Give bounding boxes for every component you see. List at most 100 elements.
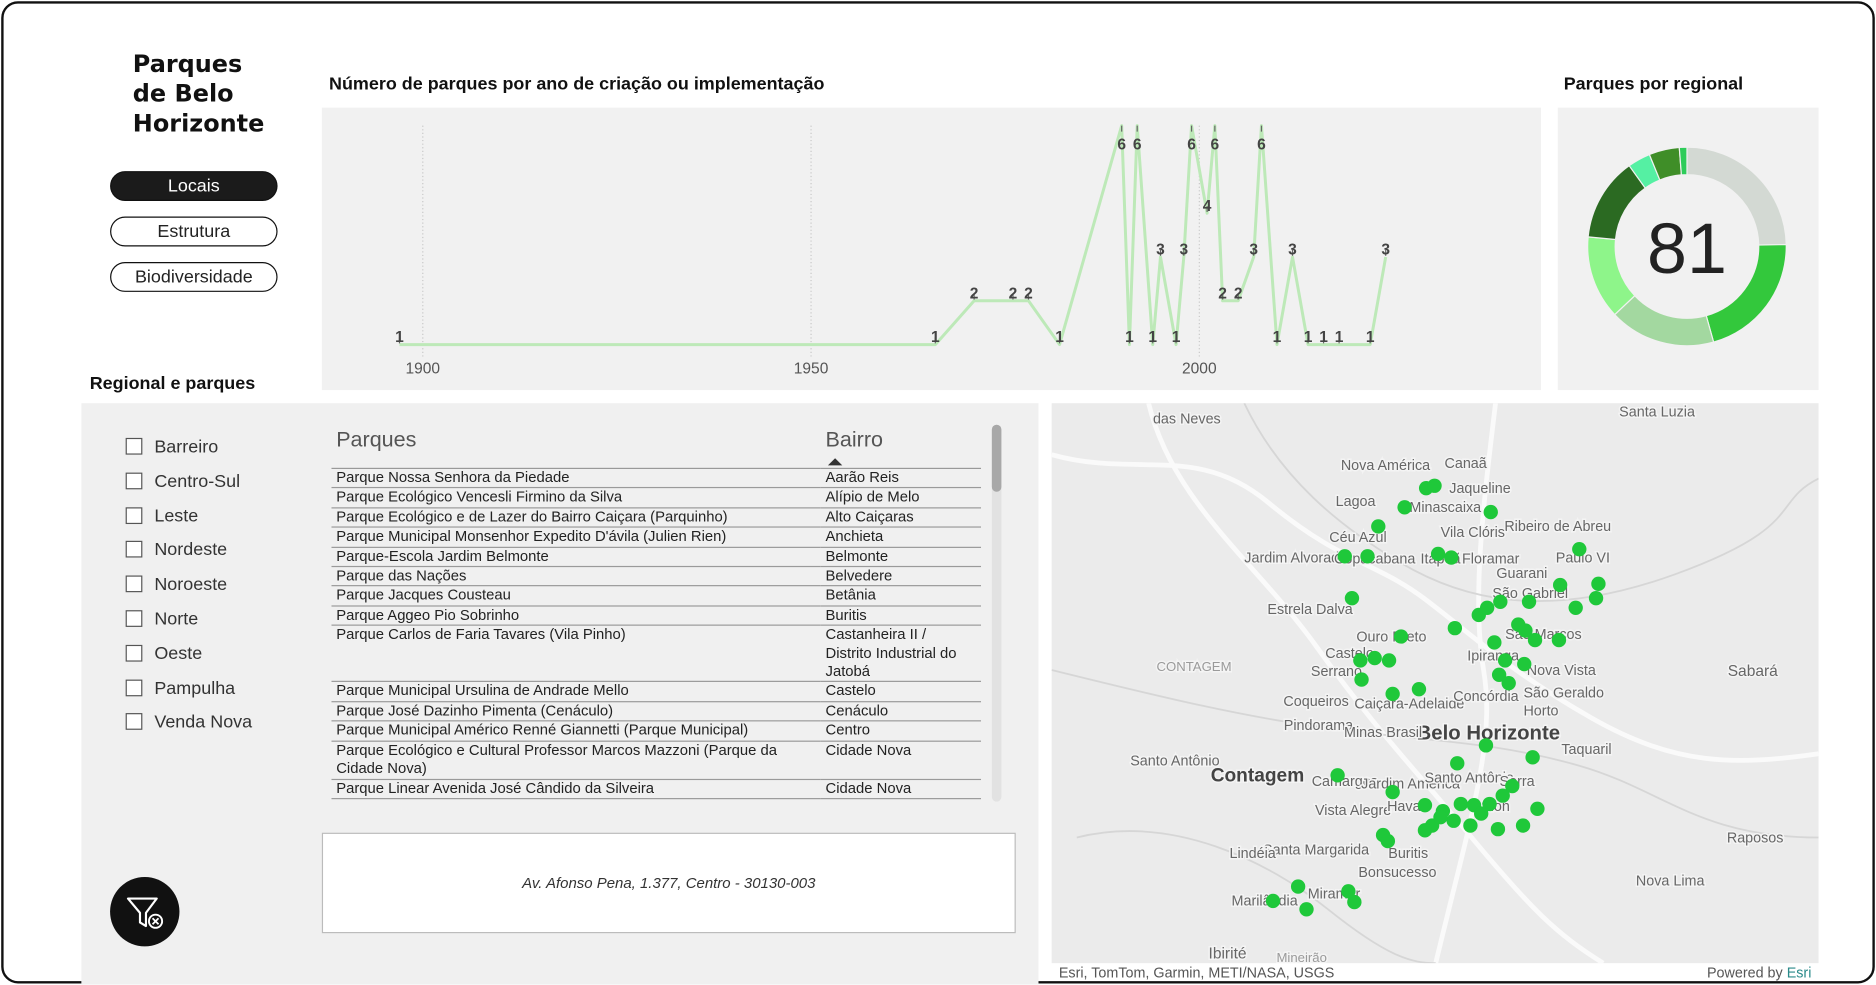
checkbox	[125, 541, 143, 559]
park-marker[interactable]	[1572, 541, 1587, 557]
map-label: das Neves	[1153, 412, 1221, 428]
park-marker[interactable]	[1493, 594, 1508, 609]
nav-button[interactable]: Locais	[110, 171, 278, 202]
park-marker[interactable]	[1265, 893, 1281, 909]
park-marker[interactable]	[1568, 600, 1583, 615]
slicer-option[interactable]: Leste	[125, 504, 199, 528]
table-row: Parque Jacques Cousteau Betânia	[331, 586, 982, 607]
slicer-option[interactable]: Oeste	[125, 642, 202, 666]
park-marker[interactable]	[1397, 500, 1412, 515]
park-marker[interactable]	[1453, 796, 1469, 812]
park-marker[interactable]	[1491, 667, 1507, 682]
park-marker[interactable]	[1517, 656, 1532, 672]
park-marker[interactable]	[1588, 591, 1604, 606]
map-label: Contagem	[1211, 765, 1305, 786]
slicer-option[interactable]: Venda Nova	[125, 711, 253, 735]
map-label: Horto	[1523, 703, 1558, 719]
park-marker[interactable]	[1591, 576, 1606, 592]
park-marker[interactable]	[1515, 818, 1531, 833]
park-marker[interactable]	[1299, 902, 1314, 917]
clear-filter-button[interactable]	[110, 876, 180, 947]
park-marker[interactable]	[1530, 801, 1545, 816]
data-label: 1	[1319, 329, 1328, 346]
park-marker[interactable]	[1411, 681, 1427, 697]
data-label: 6	[1257, 137, 1266, 154]
slicer-option[interactable]: Barreiro	[125, 436, 218, 460]
park-marker[interactable]	[1521, 594, 1537, 609]
slicer-option[interactable]: Noroeste	[125, 573, 227, 597]
park-marker[interactable]	[1367, 650, 1382, 666]
park-marker[interactable]	[1552, 577, 1568, 593]
option-label: Venda Nova	[154, 712, 253, 733]
nav-button[interactable]: Biodiversidade	[110, 262, 278, 292]
park-marker[interactable]	[1518, 623, 1533, 638]
road	[1076, 830, 1436, 964]
checkbox	[125, 679, 143, 696]
park-marker[interactable]	[1347, 894, 1362, 910]
park-marker[interactable]	[1447, 620, 1463, 636]
park-marker[interactable]	[1385, 784, 1400, 800]
park-marker[interactable]	[1551, 632, 1567, 648]
park-marker[interactable]	[1433, 809, 1448, 825]
powered-by: Powered by	[1707, 965, 1784, 981]
slicer-option[interactable]: Pampulha	[125, 677, 235, 701]
button-circle[interactable]	[110, 876, 180, 947]
park-marker[interactable]	[1495, 788, 1510, 803]
park-marker[interactable]	[1360, 549, 1375, 564]
park-marker[interactable]	[1380, 833, 1396, 849]
column-header: Bairro	[820, 424, 982, 469]
slicer-option[interactable]: Nordeste	[125, 539, 227, 563]
park-marker[interactable]	[1330, 768, 1345, 783]
park-marker[interactable]	[1463, 818, 1478, 833]
park-marker[interactable]	[1354, 672, 1369, 687]
park-marker[interactable]	[1479, 600, 1495, 615]
park-marker[interactable]	[1381, 653, 1397, 668]
park-marker[interactable]	[1444, 550, 1459, 565]
park-marker[interactable]	[1417, 823, 1433, 838]
park-marker[interactable]	[1527, 632, 1543, 648]
park-marker[interactable]	[1487, 635, 1502, 650]
park-marker[interactable]	[1353, 653, 1368, 668]
scroll-thumb[interactable]	[991, 424, 1002, 492]
park-marker[interactable]	[1483, 504, 1498, 520]
park-marker[interactable]	[1497, 653, 1513, 668]
scrollbar[interactable]	[991, 424, 1002, 802]
table-row: Parque das Nações Belvedere	[331, 566, 982, 587]
park-marker[interactable]	[1482, 796, 1497, 812]
road	[1433, 403, 1498, 964]
park-marker[interactable]	[1450, 756, 1465, 771]
park-marker[interactable]	[1290, 879, 1306, 894]
park-marker[interactable]	[1417, 798, 1433, 813]
park-marker[interactable]	[1490, 821, 1506, 837]
slicer-option[interactable]: Centro-Sul	[125, 470, 240, 494]
table-cell: Castanheira II / Distrito Industrial do …	[820, 625, 982, 683]
nav-button[interactable]: Estrutura	[110, 216, 278, 247]
park-marker[interactable]	[1341, 884, 1356, 899]
data-label: 2	[970, 285, 979, 302]
park-marker[interactable]	[1478, 738, 1494, 753]
park-marker[interactable]	[1393, 629, 1409, 644]
table: Parques Bairro Parque Nossa Senhora da Pie…	[331, 424, 982, 800]
park-marker[interactable]	[1385, 686, 1400, 702]
park-marker[interactable]	[1505, 778, 1520, 794]
map-label: Santo Antônio	[1130, 754, 1219, 770]
park-marker[interactable]	[1525, 750, 1540, 765]
park-marker[interactable]	[1344, 591, 1360, 606]
column-header: Parques	[331, 424, 821, 469]
park-marker[interactable]	[1337, 549, 1352, 564]
map-label: São Gabriel	[1492, 586, 1568, 602]
option-label: Leste	[154, 505, 199, 526]
park-marker[interactable]	[1427, 478, 1442, 493]
line-chart-bg	[321, 107, 1542, 391]
park-marker[interactable]	[1430, 546, 1446, 562]
map-label: Ibirité	[1209, 945, 1247, 962]
park-marker[interactable]	[1501, 675, 1516, 691]
park-marker[interactable]	[1474, 806, 1489, 821]
map[interactable]	[1051, 403, 1819, 964]
park-marker[interactable]	[1371, 519, 1386, 534]
slicer-option[interactable]: Norte	[125, 608, 198, 632]
provider[interactable]: Esri	[1787, 965, 1812, 981]
park-marker[interactable]	[1446, 813, 1461, 828]
map-label: Paulo VI	[1556, 550, 1610, 566]
